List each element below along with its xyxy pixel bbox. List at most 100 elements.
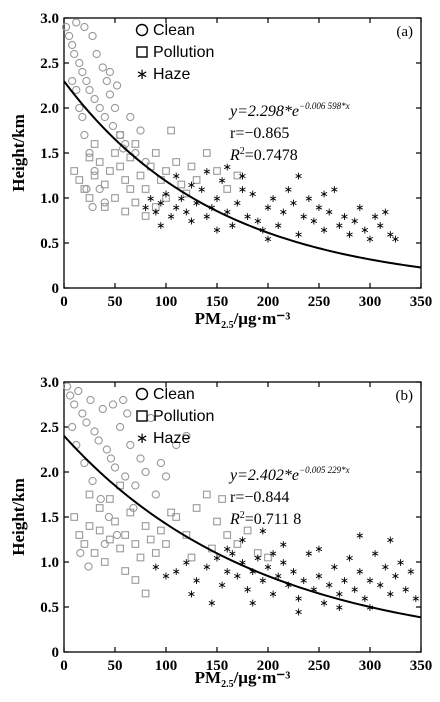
haze-point: ∗ [299,210,308,223]
pollution-point [157,526,165,535]
haze-point: ∗ [335,601,344,614]
haze-point: ∗ [294,592,303,605]
haze-point: ∗ [340,210,349,223]
haze-point: ∗ [263,561,272,574]
pollution-point [233,540,242,548]
y-tick-label: 0.5 [40,236,59,252]
fit-r2-value: R2=0.711 8 [229,510,301,528]
haze-point: ∗ [253,552,262,565]
clean-point [80,130,89,140]
haze-point: ∗ [279,556,288,569]
pollution-point [75,176,84,184]
x-tick-label: 150 [206,658,229,674]
haze-point: ∗ [304,192,313,205]
y-tick-label: 2.5 [40,56,59,72]
haze-point: ∗ [386,228,395,241]
series-clean [62,382,191,571]
clean-point [98,63,107,72]
y-axis-label: Height/km [9,114,28,191]
haze-point: ∗ [177,192,186,205]
pollution-point [116,544,124,553]
clean-point [105,67,115,77]
pollution-point [172,513,181,521]
pollution-point [126,508,135,517]
haze-point: ∗ [396,556,405,569]
haze-point: ∗ [202,165,211,178]
clean-point [119,395,128,405]
pollution-point [146,535,155,544]
haze-point: ∗ [279,206,288,219]
clean-point [80,22,89,32]
clean-point [156,458,166,468]
haze-point: ∗ [151,561,160,574]
pollution-point [223,531,232,539]
panel-label: (a) [396,24,413,40]
haze-point: ∗ [314,201,323,214]
pollution-point [131,140,140,148]
haze-point: ∗ [141,201,150,214]
haze-point: ∗ [314,570,323,583]
y-tick-label: 3.0 [40,375,59,391]
haze-point: ∗ [197,183,206,196]
clean-point [88,202,97,212]
pollution-point [111,194,119,202]
haze-point: ∗ [360,224,369,237]
pollution-point [141,522,150,530]
haze-point: ∗ [238,534,247,547]
haze-point: ∗ [151,206,160,219]
clean-point [94,436,103,445]
y-tick-label: 0 [52,281,60,297]
haze-point: ∗ [212,224,221,237]
haze-point: ∗ [386,588,395,601]
x-tick-label: 350 [410,658,433,674]
pollution-point [218,495,226,503]
pollution-point [121,176,130,184]
clean-point [76,548,85,558]
clean-point [95,184,104,194]
pollution-point [85,522,94,530]
clean-point [136,126,145,135]
haze-point: ∗ [325,206,334,219]
haze-point: ∗ [330,561,339,574]
fit-curve [63,435,422,619]
haze-point: ∗ [146,192,155,205]
clean-point [121,472,130,481]
haze-point: ∗ [365,574,374,587]
haze-point: ∗ [365,233,374,246]
haze-point: ∗ [258,574,267,587]
clean-point [90,166,99,176]
haze-point: ∗ [156,219,165,232]
legend-label: Clean [153,22,195,39]
haze-point: ∗ [319,597,328,610]
haze-point: ∗ [187,215,196,228]
clean-point [126,440,135,450]
clean-point [102,76,111,86]
x-tick-label: 200 [257,658,280,674]
clean-point [100,539,109,549]
clean-point [110,463,120,472]
haze-point: ∗ [243,210,252,223]
clean-point [90,427,99,436]
clean-point [90,94,99,104]
x-tick-label: 250 [308,294,331,310]
clean-point [82,76,91,86]
legend-haze-marker: ∗ [136,65,149,83]
x-tick-label: 50 [108,294,123,310]
y-axis-label: Height/km [9,478,28,555]
clean-point [88,476,97,486]
pollution-point [243,526,252,535]
fit-equation: y=2.402*e−0.005 229*x [228,465,350,484]
fit-curve [63,80,422,269]
haze-point: ∗ [391,233,400,246]
haze-point: ∗ [294,606,303,619]
y-tick-label: 1.0 [40,555,59,571]
haze-point: ∗ [381,561,390,574]
clean-point [68,422,77,432]
fit-r2-value: R2=0.7478 [229,146,298,164]
pollution-point [167,126,175,135]
pollution-point [75,531,84,539]
x-tick-label: 300 [359,294,382,310]
pollution-point [172,158,181,166]
haze-point: ∗ [212,552,221,565]
